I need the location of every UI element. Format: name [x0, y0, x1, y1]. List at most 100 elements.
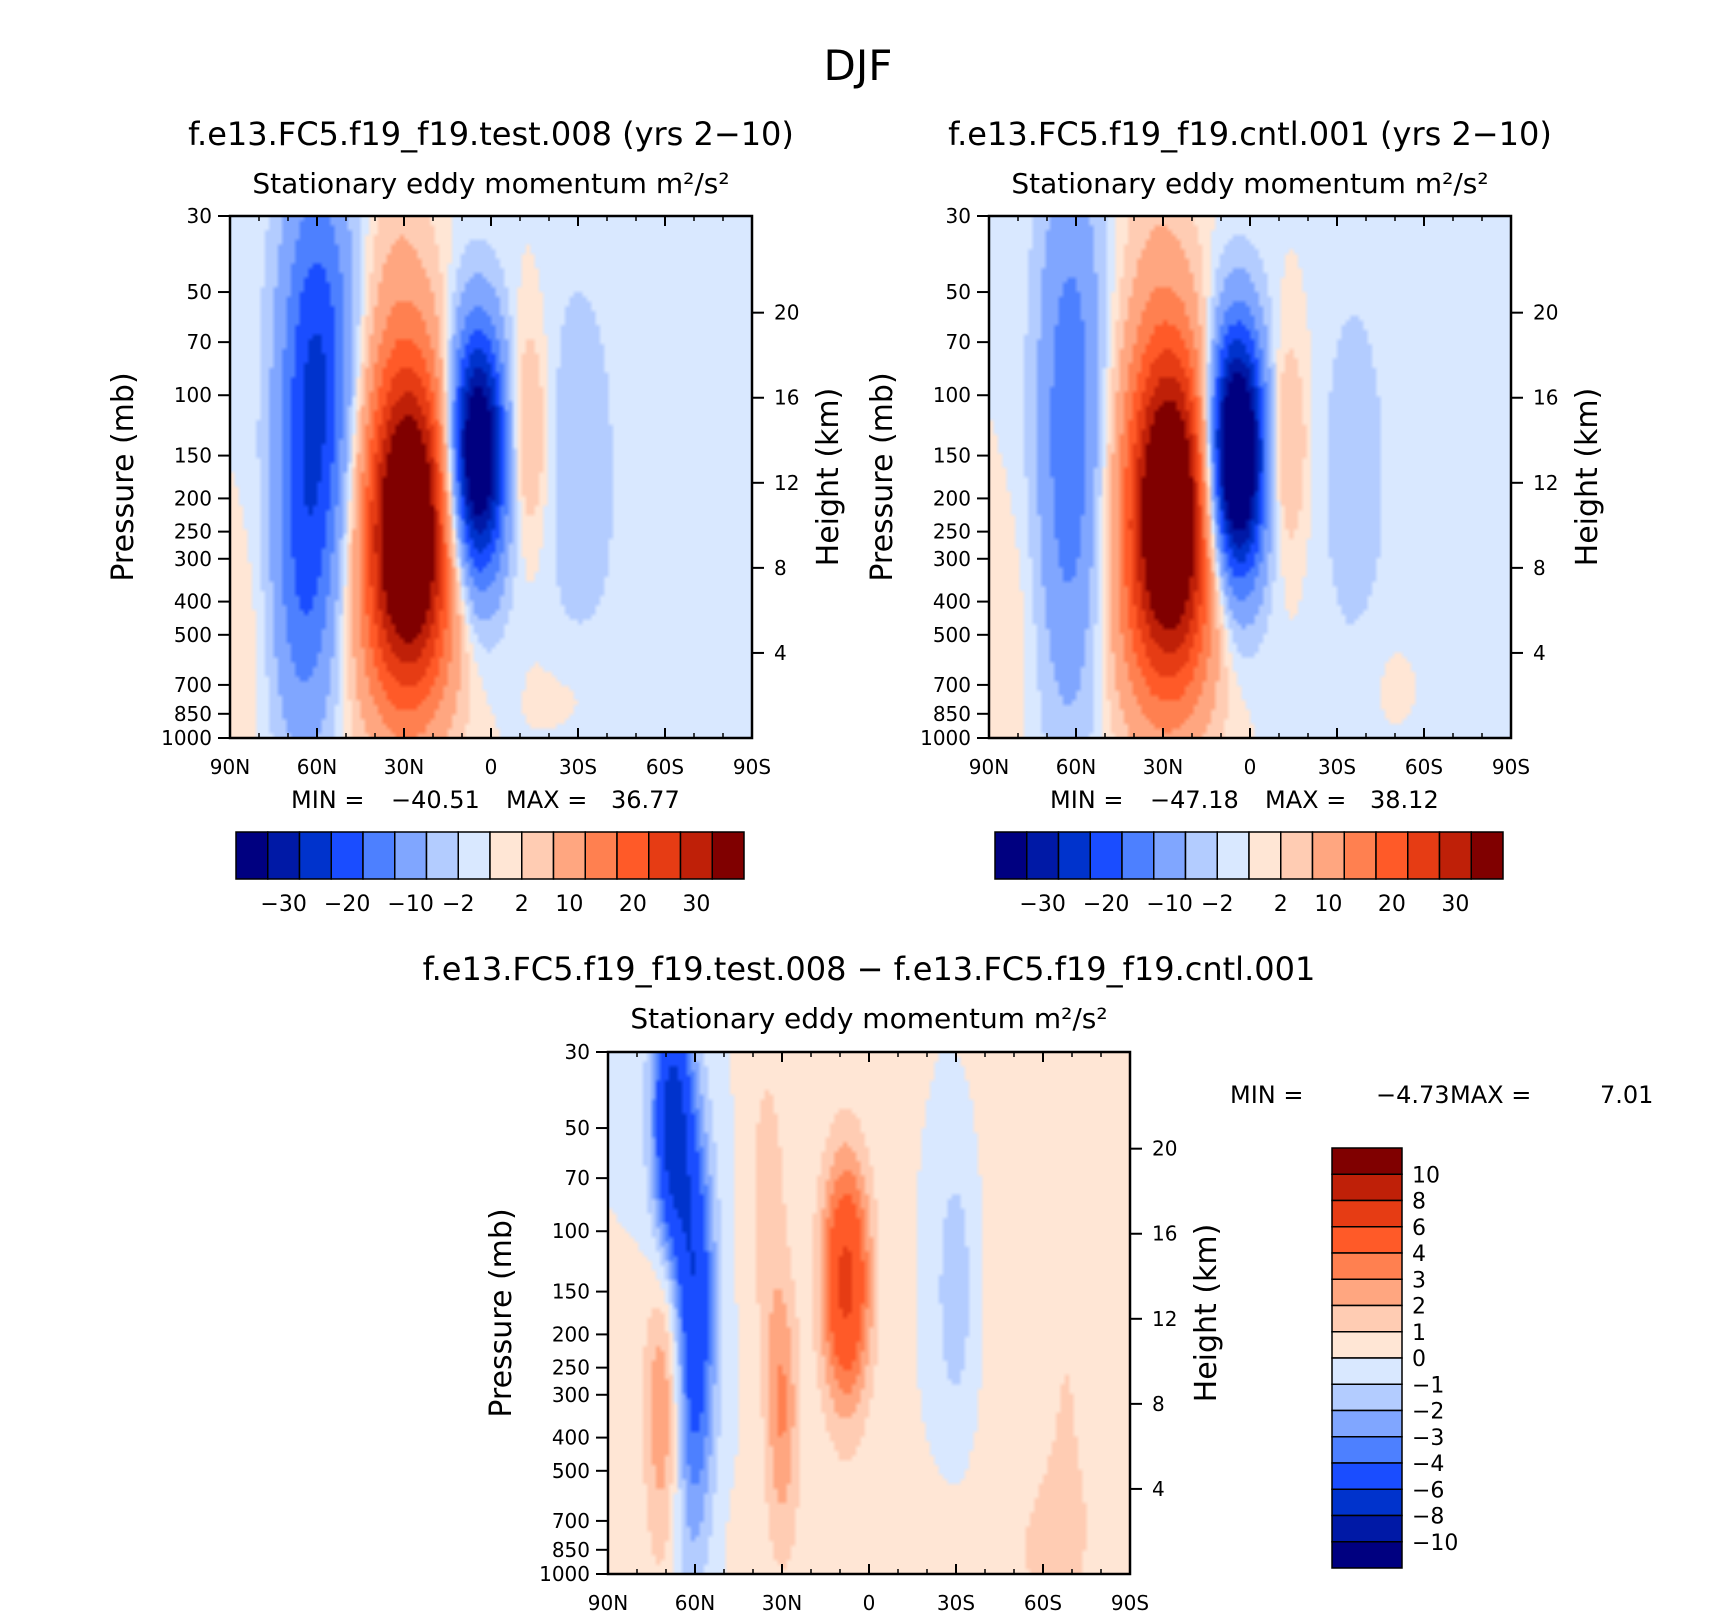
y-tick-label: 100: [933, 383, 971, 407]
colorbar-label: 2: [515, 892, 529, 917]
panel-subtitle: Stationary eddy momentum m²/s²: [630, 1002, 1107, 1035]
y2-axis-label: Height (km): [811, 388, 846, 567]
colorbar-label: −6: [1412, 1478, 1444, 1503]
y2-tick-label: 16: [1533, 386, 1558, 410]
y-tick-label: 100: [552, 1219, 590, 1243]
y-tick-label: 250: [933, 520, 971, 544]
colorbar-box: [1438, 831, 1472, 880]
x-tick-label: 30N: [1143, 755, 1183, 779]
y2-tick-label: 20: [774, 301, 799, 325]
panel-subtitle: Stationary eddy momentum m²/s²: [252, 167, 729, 200]
colorbar-box: [584, 831, 618, 880]
stats-max-label: MAX =: [506, 786, 587, 814]
stats-max-label: MAX =: [1265, 786, 1346, 814]
colorbar-label: −10: [387, 892, 433, 917]
panel-title: f.e13.FC5.f19_f19.cntl.001 (yrs 2−10): [948, 115, 1552, 153]
y2-tick-label: 16: [1152, 1222, 1177, 1246]
x-tick-label: 60S: [1024, 1591, 1062, 1615]
colorbar-label: −30: [1019, 892, 1065, 917]
y-tick-label: 500: [552, 1459, 590, 1483]
colorbar-box: [235, 831, 269, 880]
colorbar-label: 20: [1378, 892, 1406, 917]
x-tick-label: 30N: [762, 1591, 802, 1615]
colorbar-box: [1248, 831, 1282, 880]
colorbar-box: [267, 831, 301, 880]
stats-max-label: MAX =: [1450, 1081, 1531, 1109]
colorbar-label: −2: [1201, 892, 1233, 917]
colorbar-box: [1089, 831, 1123, 880]
x-tick-label: 0: [485, 755, 498, 779]
colorbar-box: [1331, 1514, 1403, 1543]
y2-tick-label: 16: [774, 386, 799, 410]
colorbar-box: [298, 831, 332, 880]
y-tick-label: 300: [552, 1383, 590, 1407]
y-tick-label: 30: [565, 1040, 590, 1064]
colorbar-box: [1331, 1199, 1403, 1228]
y-tick-label: 400: [552, 1426, 590, 1450]
colorbar-label: −3: [1412, 1426, 1444, 1451]
y2-tick-label: 8: [774, 556, 787, 580]
colorbar-box: [1331, 1462, 1403, 1490]
colorbar-label: 20: [619, 892, 647, 917]
colorbar-box: [521, 831, 555, 880]
stats-max-value: 36.77: [611, 786, 680, 814]
y-tick-label: 30: [946, 204, 971, 228]
y-tick-label: 70: [946, 330, 971, 354]
colorbar: −30 −20 −10 −2 2 10 20 30: [994, 831, 1504, 917]
y-tick-label: 850: [552, 1538, 590, 1562]
colorbar-label: 30: [1441, 892, 1469, 917]
y2-tick-label: 8: [1533, 556, 1546, 580]
colorbar-label: −8: [1412, 1505, 1444, 1530]
x-tick-label: 90S: [1492, 755, 1530, 779]
y-tick-label: 30: [187, 204, 212, 228]
y2-axis-label: Height (km): [1570, 388, 1605, 567]
colorbar-label: 10: [555, 892, 583, 917]
contour-field: [608, 1052, 1130, 1574]
x-tick-label: 90N: [210, 755, 250, 779]
colorbar-box: [425, 831, 459, 880]
y-tick-label: 500: [174, 623, 212, 647]
stats-min-label: MIN =: [291, 786, 364, 814]
colorbar-box: [1331, 1147, 1403, 1175]
colorbar-box: [394, 831, 428, 880]
colorbar-label: −2: [442, 892, 474, 917]
colorbar-box: [1184, 831, 1218, 880]
colorbar-box: [1331, 1331, 1403, 1359]
colorbar-box: [1343, 831, 1377, 880]
colorbar-label: −10: [1146, 892, 1192, 917]
colorbar-box: [1331, 1173, 1403, 1202]
colorbar-box: [1331, 1541, 1403, 1569]
y-tick-label: 50: [946, 280, 971, 304]
panel-title: f.e13.FC5.f19_f19.test.008 − f.e13.FC5.f…: [423, 950, 1316, 988]
colorbar-box: [1121, 831, 1155, 880]
y-tick-label: 50: [187, 280, 212, 304]
colorbar-label: 10: [1314, 892, 1342, 917]
y2-axis-label: Height (km): [1189, 1224, 1224, 1403]
panel-test: f.e13.FC5.f19_f19.test.008 (yrs 2−10) Sta…: [106, 115, 846, 917]
colorbar-box: [1331, 1304, 1403, 1333]
y-tick-label: 850: [174, 702, 212, 726]
x-tick-label: 0: [863, 1591, 876, 1615]
x-tick-label: 60N: [675, 1591, 715, 1615]
panels: f.e13.FC5.f19_f19.test.008 (yrs 2−10) Sta…: [106, 115, 1653, 1615]
colorbar-box: [489, 831, 523, 880]
y-tick-label: 1000: [920, 726, 971, 750]
y-tick-label: 400: [933, 590, 971, 614]
colorbar-label: 8: [1412, 1190, 1426, 1215]
colorbar-box: [1331, 1252, 1403, 1280]
y2-tick-label: 4: [1152, 1477, 1165, 1501]
y-axis-label: Pressure (mb): [484, 1208, 519, 1417]
x-tick-label: 30S: [937, 1591, 975, 1615]
x-tick-label: 60N: [1056, 755, 1096, 779]
y2-tick-label: 20: [1152, 1137, 1177, 1161]
colorbar-label: 2: [1412, 1295, 1426, 1320]
y-tick-label: 250: [174, 520, 212, 544]
colorbar-box: [711, 831, 745, 880]
y2-tick-label: 12: [1533, 471, 1558, 495]
colorbar-label: 3: [1412, 1268, 1426, 1293]
y-tick-label: 700: [552, 1509, 590, 1533]
contour-field: [989, 216, 1511, 738]
y-axis-label: Pressure (mb): [865, 372, 900, 581]
colorbar-box: [1407, 831, 1441, 880]
y2-tick-label: 8: [1152, 1392, 1165, 1416]
